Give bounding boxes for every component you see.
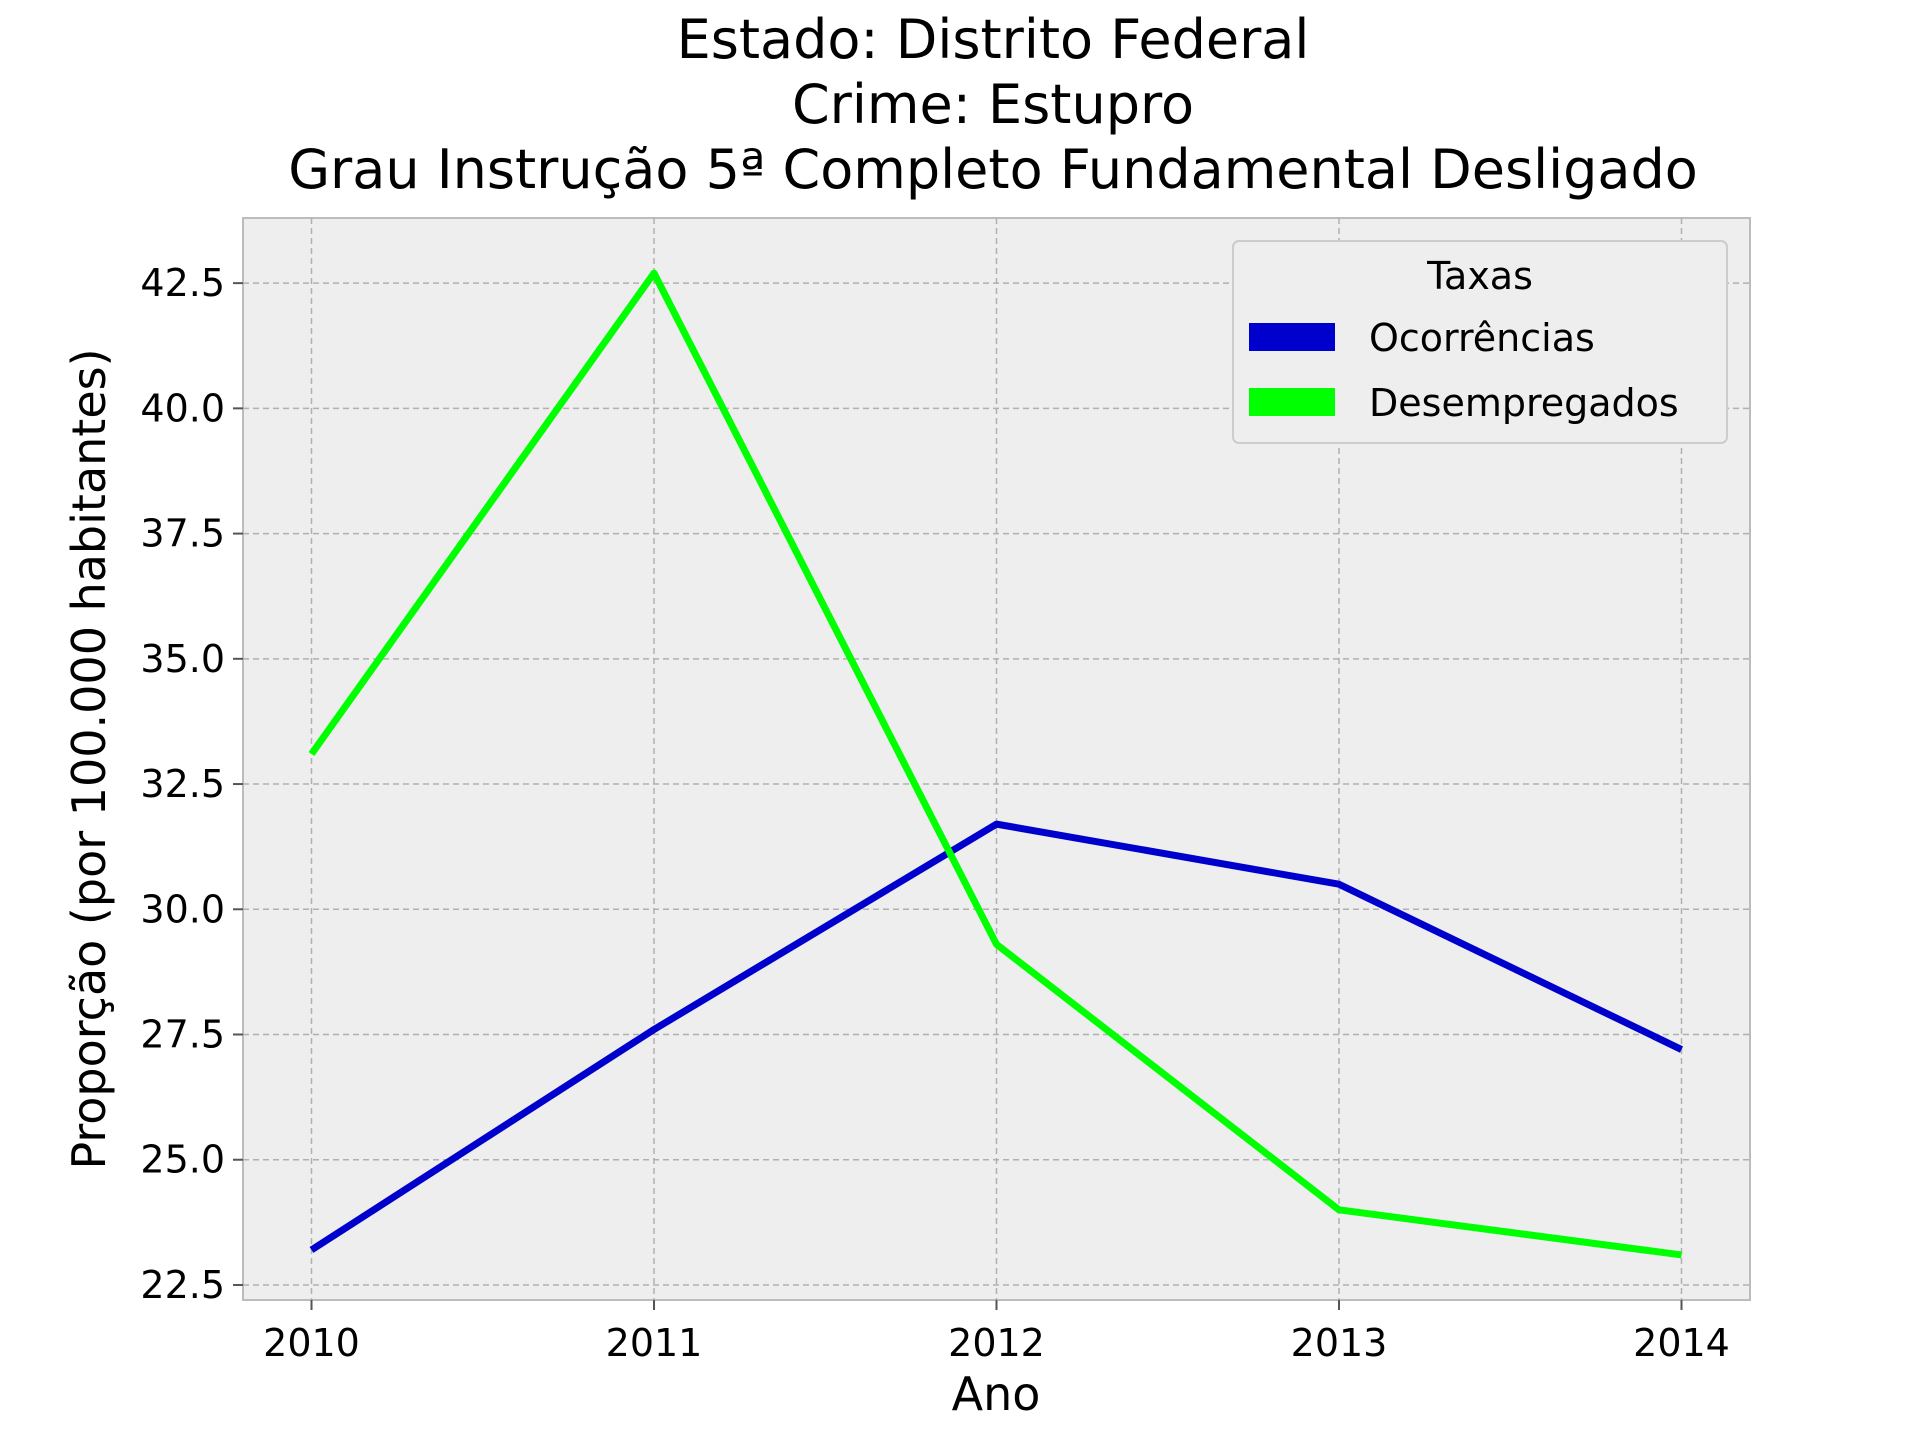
title-line-1: Estado: Distrito Federal <box>677 8 1310 71</box>
series-line-ocorrencias <box>309 820 1684 1253</box>
legend-swatch-ocorrencias <box>1249 323 1335 351</box>
x-axis-label: Ano <box>952 1367 1041 1421</box>
legend-title: Taxas <box>1426 254 1533 298</box>
chart-title: Estado: Distrito Federal Crime: Estupro … <box>288 8 1698 201</box>
x-tick-label: 2011 <box>606 1321 703 1365</box>
series-lines <box>308 269 1684 1259</box>
x-tick-label: 2014 <box>1633 1321 1730 1365</box>
y-tick-label: 37.5 <box>140 512 225 556</box>
y-tick-label: 40.0 <box>140 386 225 430</box>
x-tick-label: 2013 <box>1291 1321 1388 1365</box>
x-tick-label: 2012 <box>948 1321 1045 1365</box>
legend-swatch-desempregados <box>1249 388 1335 416</box>
legend-label-ocorrencias: Ocorrências <box>1369 316 1595 360</box>
y-axis-label: Proporção (por 100.000 habitantes) <box>62 348 116 1169</box>
legend: Taxas Ocorrências Desempregados <box>1232 240 1728 444</box>
x-axis-ticks: 2010 2011 2012 2013 2014 <box>263 1300 1730 1365</box>
y-tick-label: 27.5 <box>140 1013 225 1057</box>
y-tick-label: 32.5 <box>140 762 225 806</box>
x-tick-label: 2010 <box>263 1321 360 1365</box>
y-tick-label: 35.0 <box>140 637 225 681</box>
y-axis-ticks: 22.5 25.0 27.5 30.0 32.5 35.0 37.5 40.0 42.5 <box>140 261 243 1307</box>
title-line-3: Grau Instrução 5ª Completo Fundamental D… <box>288 138 1698 201</box>
title-line-2: Crime: Estupro <box>792 73 1194 136</box>
y-tick-label: 22.5 <box>140 1263 225 1307</box>
y-tick-label: 30.0 <box>140 887 225 931</box>
legend-label-desempregados: Desempregados <box>1369 381 1679 425</box>
y-tick-label: 42.5 <box>140 261 225 305</box>
y-tick-label: 25.0 <box>140 1138 225 1182</box>
legend-box <box>1232 240 1728 444</box>
series-line-desempregados <box>308 269 1682 1259</box>
